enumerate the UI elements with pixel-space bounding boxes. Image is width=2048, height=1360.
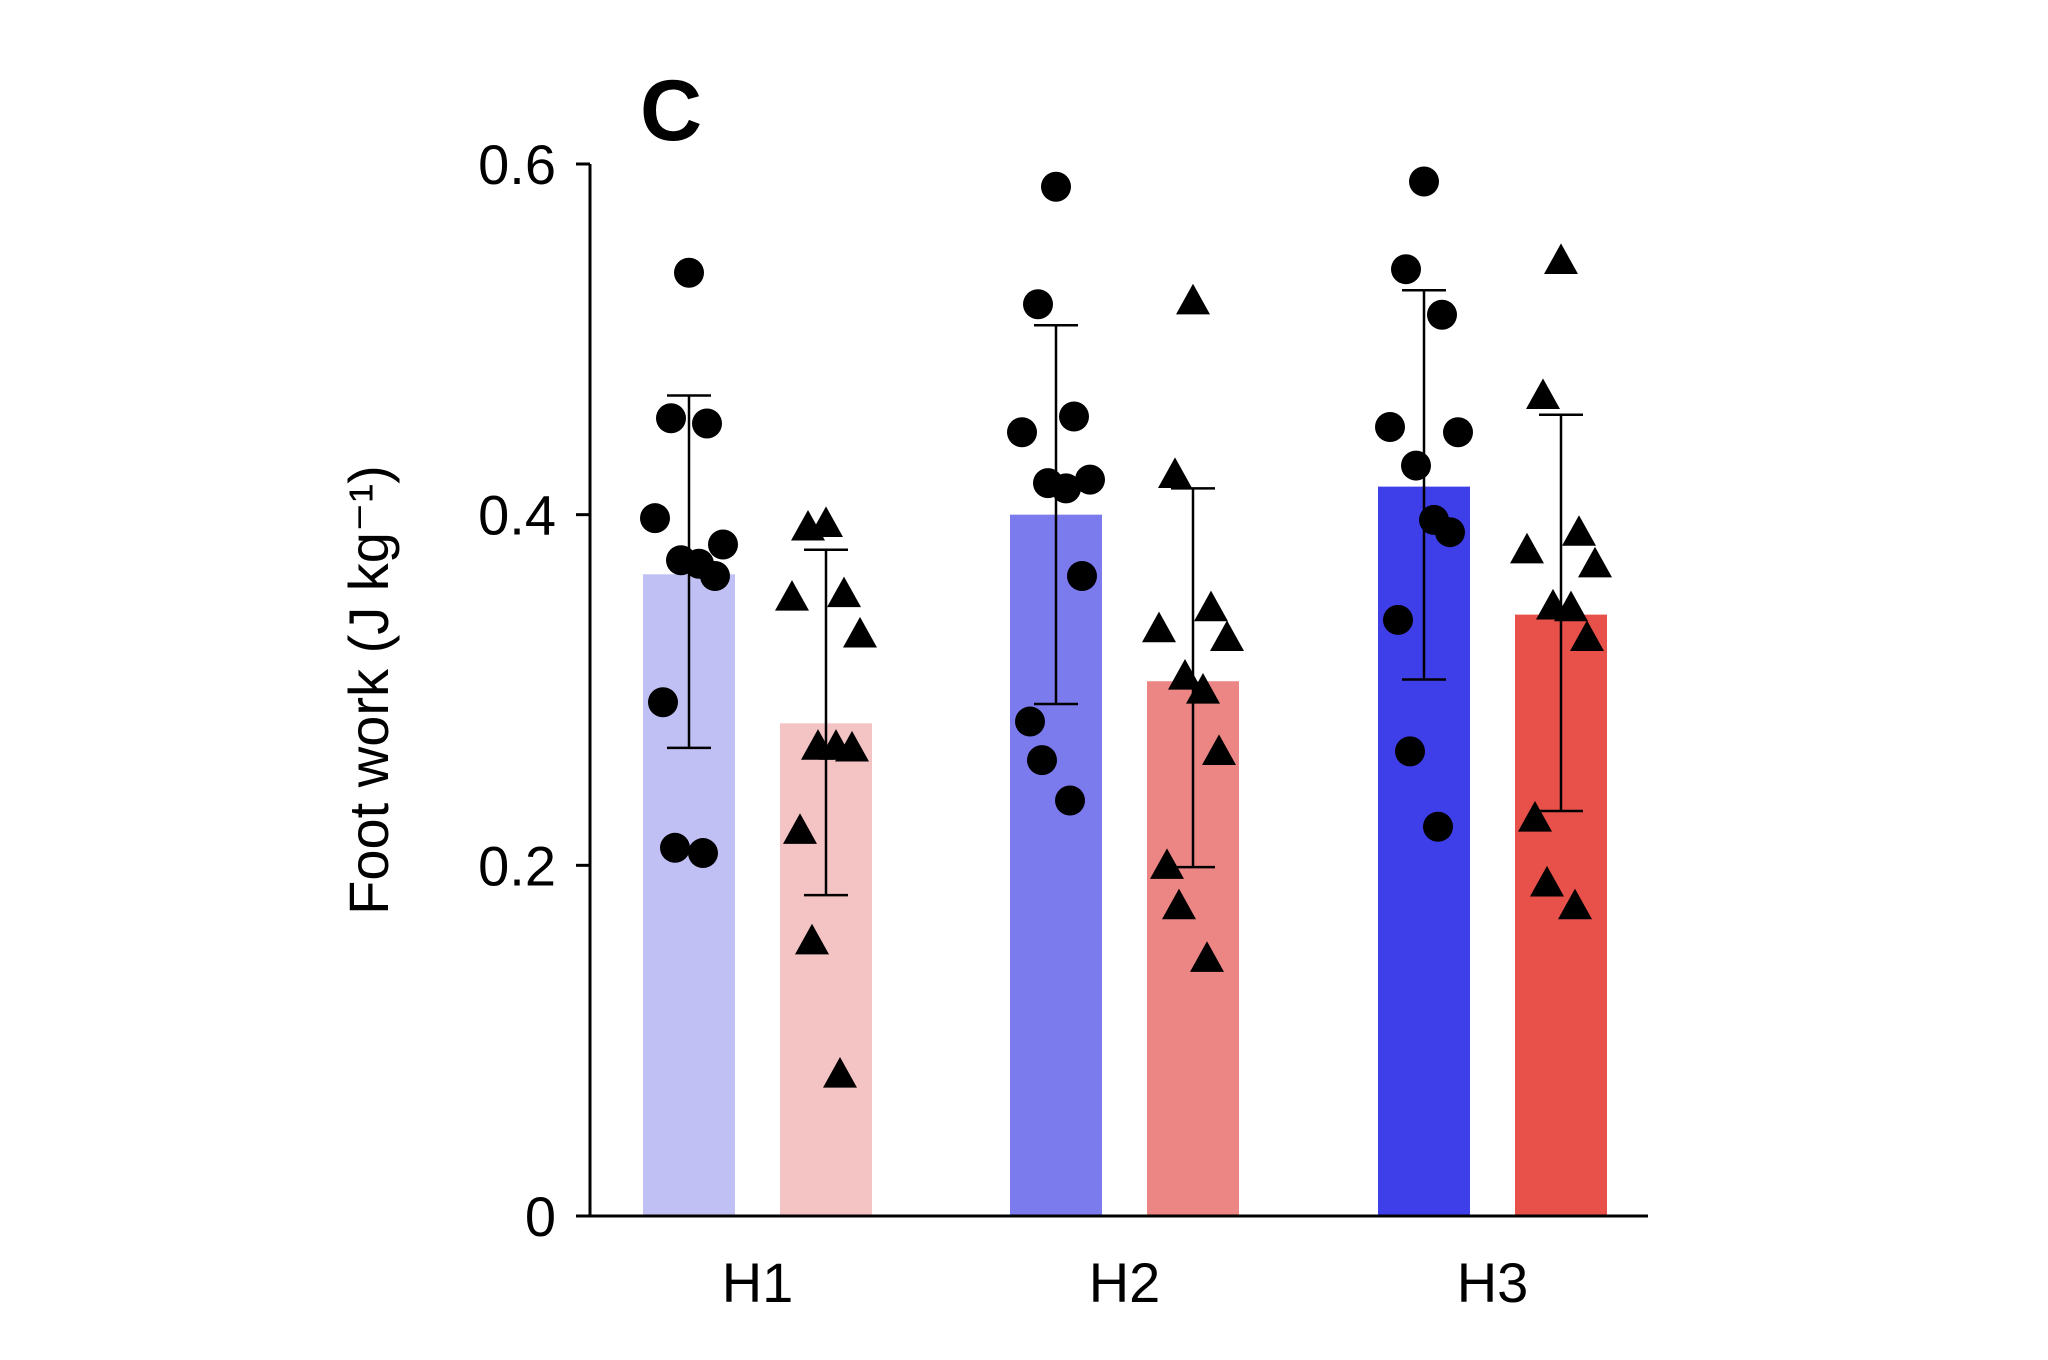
- data-point: [1391, 254, 1421, 285]
- data-point: [835, 730, 869, 762]
- data-point: [827, 576, 861, 608]
- data-point: [775, 580, 809, 611]
- data-point: [1395, 736, 1425, 767]
- panel-label: C: [640, 63, 702, 159]
- x-tick-label: H1: [722, 1251, 794, 1314]
- x-tick-label: H2: [1089, 1251, 1161, 1314]
- y-tick-label: 0.4: [478, 484, 556, 547]
- data-point: [1168, 658, 1202, 690]
- data-point: [1530, 865, 1564, 897]
- data-point: [656, 403, 686, 434]
- data-point: [1075, 464, 1105, 495]
- data-point: [1162, 888, 1196, 920]
- data-point: [700, 561, 730, 592]
- data-point: [791, 509, 825, 541]
- axes: [588, 164, 1648, 1218]
- data-point: [783, 813, 817, 844]
- data-point: [1194, 590, 1228, 622]
- x-tick-label: H3: [1457, 1251, 1529, 1314]
- data-point: [1443, 417, 1473, 448]
- y-tick-label: 0.2: [478, 834, 556, 897]
- data-point: [1558, 888, 1592, 920]
- data-point: [1210, 620, 1244, 651]
- data-point: [674, 257, 704, 288]
- data-point: [795, 923, 829, 955]
- data-point: [640, 503, 670, 534]
- data-point: [1554, 590, 1588, 622]
- data-point: [1041, 171, 1071, 202]
- data-point: [1059, 401, 1089, 432]
- data-point: [708, 529, 738, 560]
- data-point: [1383, 604, 1413, 635]
- data-point: [1176, 283, 1210, 315]
- x-ticks: H1 H2 H3: [722, 1251, 1529, 1314]
- data-point: [1562, 515, 1596, 546]
- data-point: [1150, 848, 1184, 879]
- data-point: [1518, 800, 1552, 832]
- y-tick-label: 0: [525, 1185, 556, 1248]
- data-point: [1427, 299, 1457, 330]
- data-point: [1142, 611, 1176, 643]
- data-point: [1409, 166, 1439, 197]
- data-point: [1570, 620, 1604, 651]
- data-point: [1544, 243, 1578, 275]
- y-tick-label: 0.6: [478, 133, 556, 196]
- data-point: [1051, 473, 1081, 504]
- data-point: [1027, 745, 1057, 776]
- data-point: [692, 408, 722, 439]
- data-point: [1190, 941, 1224, 972]
- y-axis-title: Foot work (J kg⁻¹): [337, 465, 400, 915]
- data-point: [843, 616, 877, 648]
- data-point: [1186, 673, 1220, 704]
- data-point: [1202, 734, 1236, 765]
- data-point: [1158, 457, 1192, 488]
- data-point: [648, 687, 678, 718]
- data-point: [1067, 561, 1097, 592]
- data-point: [1423, 811, 1453, 842]
- data-point: [1023, 289, 1053, 320]
- data-points-layer: [640, 166, 1612, 1088]
- data-point: [660, 832, 690, 863]
- data-point: [1015, 706, 1045, 737]
- data-point: [823, 1056, 857, 1088]
- data-point: [1007, 417, 1037, 448]
- data-point: [1435, 517, 1465, 548]
- data-point: [1375, 412, 1405, 442]
- data-point: [1055, 785, 1085, 816]
- data-point: [1510, 532, 1544, 564]
- y-ticks: 0 0.2 0.4 0.6: [478, 133, 590, 1248]
- data-point: [1578, 546, 1612, 578]
- data-point: [1401, 450, 1431, 481]
- data-point: [688, 838, 718, 869]
- data-point: [1526, 378, 1560, 410]
